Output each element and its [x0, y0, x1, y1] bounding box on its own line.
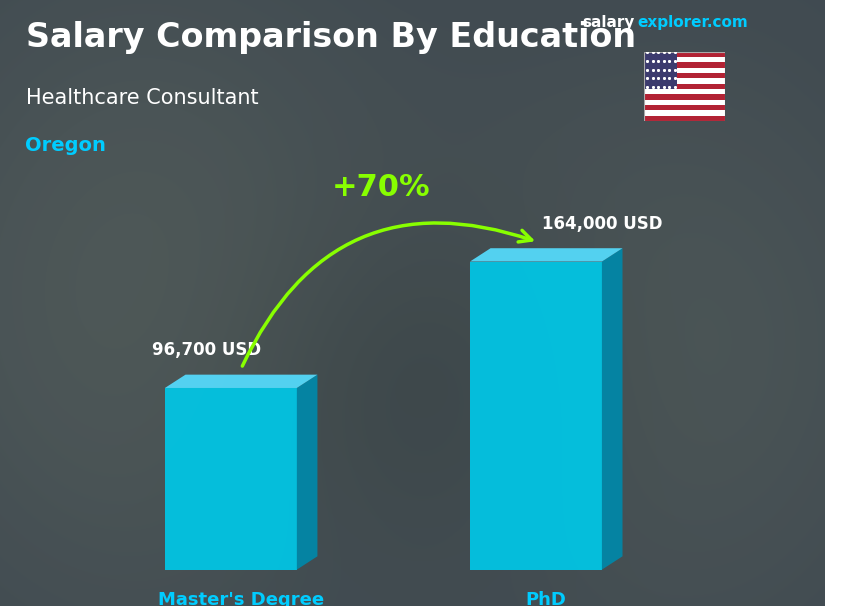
Bar [644, 52, 677, 89]
Bar [644, 62, 725, 68]
Bar [644, 116, 725, 121]
Bar [644, 57, 725, 62]
Polygon shape [470, 262, 602, 570]
Bar [644, 110, 725, 116]
Text: 164,000 USD: 164,000 USD [541, 215, 662, 233]
Bar [644, 89, 725, 95]
Bar [644, 73, 725, 78]
Bar [644, 100, 725, 105]
Polygon shape [602, 248, 622, 570]
Text: Salary Comparison By Education: Salary Comparison By Education [26, 21, 636, 54]
Polygon shape [165, 388, 297, 570]
Polygon shape [165, 375, 317, 388]
Text: 96,700 USD: 96,700 USD [151, 342, 261, 359]
Text: PhD: PhD [526, 591, 567, 606]
Polygon shape [470, 248, 622, 262]
Polygon shape [297, 375, 317, 570]
Bar [644, 52, 725, 57]
Text: Healthcare Consultant: Healthcare Consultant [26, 88, 258, 108]
Bar [644, 84, 725, 89]
Text: explorer.com: explorer.com [638, 15, 748, 30]
Text: Oregon: Oregon [26, 136, 106, 155]
Bar [644, 95, 725, 100]
Text: Master's Degree: Master's Degree [158, 591, 324, 606]
Bar [644, 78, 725, 84]
Text: +70%: +70% [332, 173, 431, 202]
Bar [644, 105, 725, 110]
Bar [644, 68, 725, 73]
Text: salary: salary [582, 15, 635, 30]
Text: Average Yearly Salary: Average Yearly Salary [830, 247, 840, 359]
